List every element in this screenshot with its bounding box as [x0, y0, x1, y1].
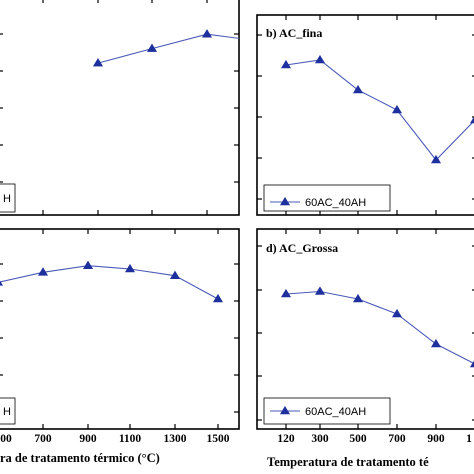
panel-d-xlabel: Temperatura de tratamento té	[267, 455, 429, 469]
panel-a-frame	[0, 0, 240, 216]
x-tick-label: 900	[427, 433, 445, 445]
panel-c: H 00 700 900 1100 1300 1500 ra de tratamento …	[0, 228, 240, 465]
panel-c-legend-box	[0, 397, 16, 425]
panel-a-legend-text: H	[3, 193, 11, 205]
panel-a-legend-box	[0, 183, 16, 213]
panel-c-xlabel: ra de tratamento térmico (°C)	[0, 451, 160, 465]
panel-b-frame	[256, 14, 474, 216]
series-line	[285, 59, 474, 161]
x-tick-label: 120	[277, 433, 295, 445]
data-point-marker	[212, 293, 224, 303]
series-line	[97, 33, 239, 64]
panel-a: H	[0, 0, 322, 216]
data-point-marker	[280, 59, 292, 69]
data-point-marker	[314, 286, 326, 295]
panel-b: b) AC_fina 60AC_40AH	[256, 14, 474, 216]
x-tick-label: 1100	[119, 433, 142, 445]
panel-d-legend-text: 60AC_40AH	[305, 406, 366, 418]
x-tick-label: 1	[466, 433, 472, 445]
data-point-marker	[146, 43, 158, 52]
data-point-marker	[430, 154, 442, 164]
panel-d-frame	[256, 228, 474, 430]
panel-c-frame	[0, 228, 240, 430]
x-tick-label: 1500	[207, 433, 230, 445]
panel-d-title: d) AC_Grossa	[266, 241, 338, 255]
x-tick-label: 900	[79, 433, 97, 445]
x-tick-label: 300	[311, 433, 329, 445]
panel-b-legend-text: 60AC_40AH	[305, 197, 366, 209]
x-tick-label: 1300	[164, 433, 187, 445]
data-point-marker	[469, 360, 474, 368]
panel-d-legend-marker	[279, 405, 291, 415]
data-point-marker	[314, 54, 326, 64]
panel-b-legend-box	[263, 184, 391, 212]
data-point-marker	[352, 293, 364, 303]
data-point-marker	[169, 270, 181, 279]
panel-b-title: b) AC_fina	[266, 26, 322, 40]
data-point-marker	[92, 58, 104, 67]
data-point-marker	[124, 263, 136, 273]
series-line	[0, 265, 219, 300]
data-point-marker	[280, 288, 292, 298]
data-point-marker	[0, 280, 4, 286]
series-line	[285, 290, 474, 365]
data-point-marker	[430, 338, 442, 348]
x-tick-label: 00	[0, 433, 12, 445]
x-tick-label: 700	[34, 433, 52, 445]
data-point-marker	[352, 84, 364, 94]
panel-b-legend-marker	[279, 196, 291, 206]
data-point-marker	[37, 267, 49, 276]
x-tick-label: 700	[388, 433, 406, 445]
data-point-marker	[201, 29, 213, 38]
data-point-marker	[391, 308, 403, 318]
x-tick-label: 500	[349, 433, 367, 445]
panel-d: d) AC_Grossa 60AC_40AH 120 300 500 700 900 1 …	[256, 228, 474, 469]
data-point-marker	[313, 73, 322, 81]
data-point-marker	[82, 260, 94, 269]
data-point-marker	[391, 104, 403, 114]
panel-c-legend-text: H	[3, 406, 11, 418]
data-point-marker	[469, 116, 474, 124]
